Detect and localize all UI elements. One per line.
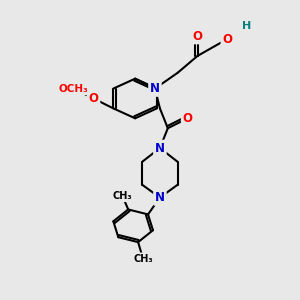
Text: CH₃: CH₃ [133, 254, 153, 264]
Text: N: N [155, 191, 165, 204]
Text: O: O [183, 112, 193, 125]
Text: O: O [193, 30, 202, 43]
Text: OCH₃: OCH₃ [59, 84, 88, 94]
Text: N: N [150, 82, 160, 95]
Text: N: N [155, 142, 165, 154]
Text: O: O [88, 92, 98, 105]
Text: H: H [242, 21, 252, 31]
Text: CH₃: CH₃ [112, 190, 132, 201]
Text: O: O [222, 32, 232, 46]
